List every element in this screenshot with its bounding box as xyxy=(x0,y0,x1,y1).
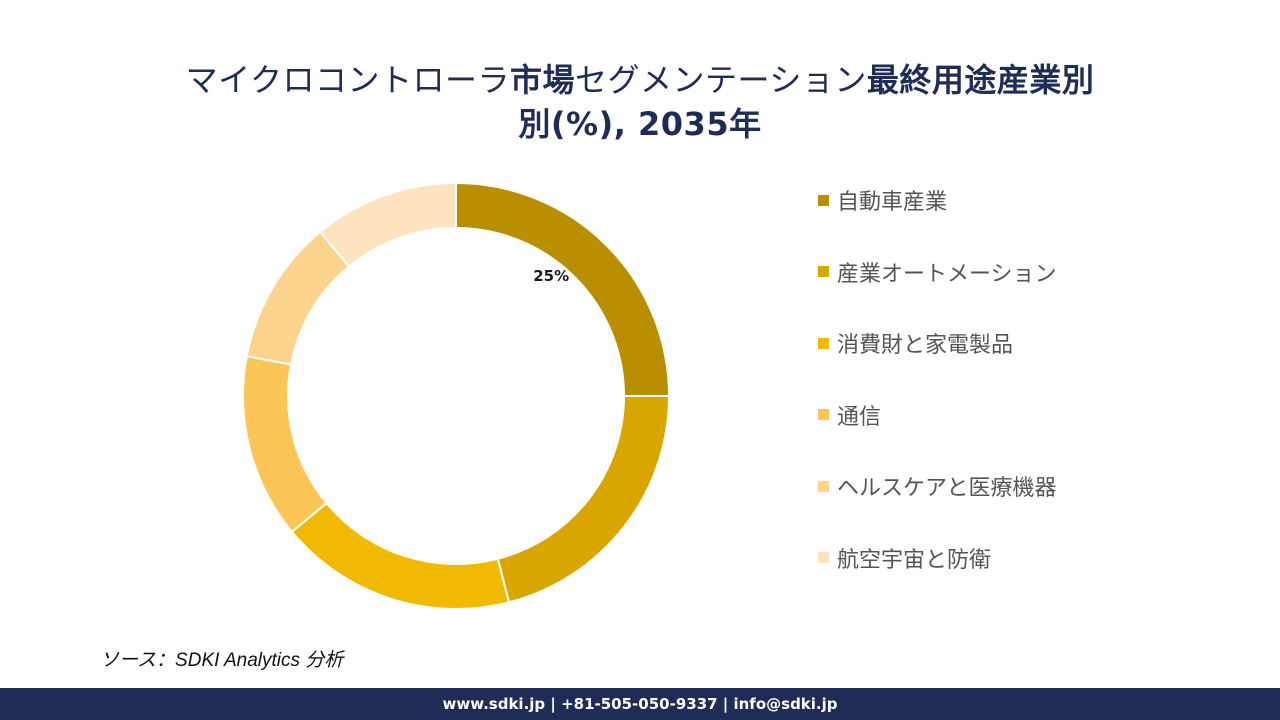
legend-item-4: 通信 xyxy=(818,395,881,435)
donut-slice-5 xyxy=(245,230,351,366)
data-label-1: 25% xyxy=(533,267,569,285)
legend-swatch-5 xyxy=(818,480,829,492)
legend-item-6: 航空宇宙と防衛 xyxy=(818,538,991,578)
legend-item-5: ヘルスケアと医療機器 xyxy=(818,466,1057,506)
source-note: ソース：SDKI Analytics 分析 xyxy=(100,650,344,671)
legend-item-3: 消費財と家電製品 xyxy=(818,323,1013,363)
legend-item-1: 自動車産業 xyxy=(818,180,947,220)
legend-swatch-4 xyxy=(818,409,829,420)
donut-slice-6 xyxy=(318,181,457,268)
legend-label-6: 航空宇宙と防衛 xyxy=(837,547,992,573)
donut-slice-2 xyxy=(496,395,671,604)
donut-slice-1 xyxy=(455,181,671,397)
title-part-1: マイクロコントローラ xyxy=(185,61,510,99)
legend-label-4: 通信 xyxy=(837,404,882,430)
legend-label-2: 産業オートメーション xyxy=(837,261,1057,287)
chart-title: マイクロコントローラ市場セグメンテーション最終用途産業別 別(%), 2035年 xyxy=(90,58,1190,146)
legend-item-2: 産業オートメーション xyxy=(818,252,1057,292)
legend-swatch-1 xyxy=(818,194,829,206)
legend-label-3: 消費財と家電製品 xyxy=(837,333,1014,358)
footer-bar: www.sdki.jp | +81-505-050-9337 | info@sd… xyxy=(0,688,1280,720)
title-part-2: 市場 xyxy=(509,61,575,99)
legend-swatch-3 xyxy=(818,337,829,349)
legend-swatch-6 xyxy=(818,552,829,563)
title-line-2: 別(%), 2035年 xyxy=(518,105,762,143)
title-part-3: セグメンテーション xyxy=(575,61,867,99)
donut-slice-3 xyxy=(290,501,511,610)
legend-label-1: 自動車産業 xyxy=(837,190,948,215)
title-part-4: 最終用途産業別 xyxy=(866,61,1095,99)
donut-slice-4 xyxy=(242,354,328,534)
legend-label-5: ヘルスケアと医療機器 xyxy=(837,476,1057,501)
legend-swatch-2 xyxy=(818,266,829,277)
